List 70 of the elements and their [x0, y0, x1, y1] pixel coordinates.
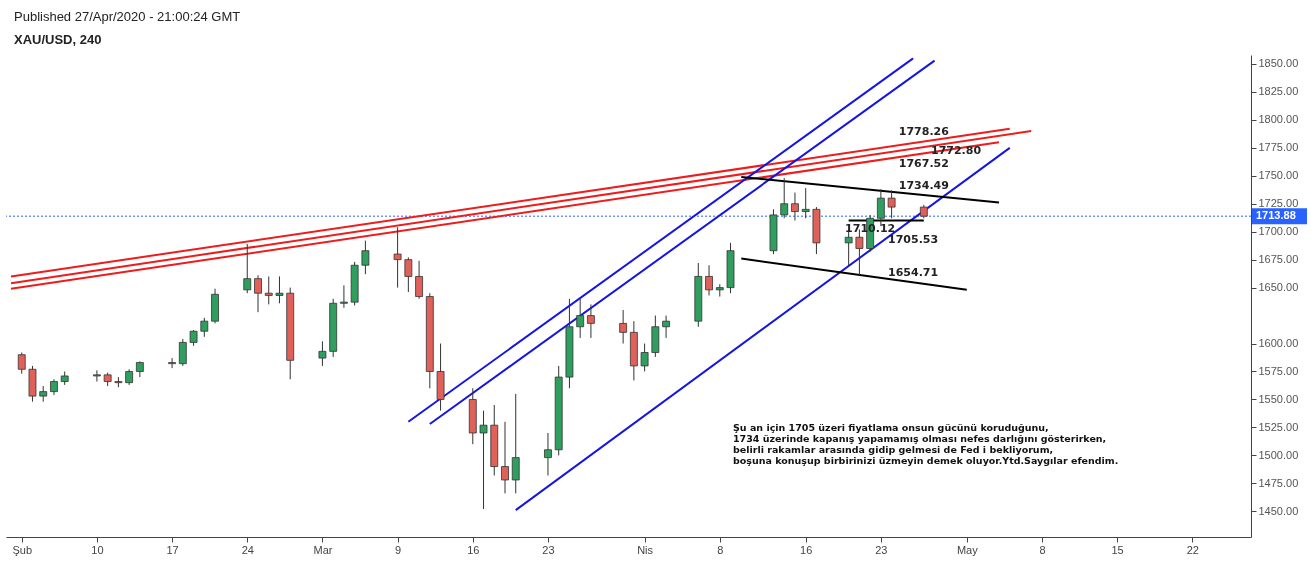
candlestick: [393, 226, 402, 289]
x-tick-label: Nis: [637, 543, 654, 556]
candlestick: [619, 309, 628, 345]
candlestick: [887, 189, 896, 219]
y-tick-label: 1675.00: [1258, 253, 1299, 266]
x-tick-label: 17: [166, 543, 179, 556]
candlestick: [576, 298, 585, 339]
x-tick-label: 9: [395, 543, 402, 556]
x-tick-label: 16: [467, 543, 480, 556]
annotation: 1767.52: [898, 157, 949, 171]
x-tick-label: 23: [542, 543, 555, 556]
candlestick: [705, 264, 713, 296]
candlestick: [662, 315, 670, 339]
y-tick-label: 1550.00: [1258, 392, 1299, 405]
candlestick: [511, 393, 520, 494]
x-tick-label: 8: [1039, 543, 1046, 556]
candlestick: [479, 410, 488, 510]
y-tick-label: 1500.00: [1258, 448, 1299, 461]
candlestick: [264, 275, 273, 305]
x-tick-label: 16: [800, 543, 813, 556]
candlestick: [501, 421, 509, 494]
candlestick: [340, 284, 348, 309]
x-tick-label: 22: [1186, 543, 1199, 556]
x-tick-label: Şub: [12, 543, 33, 556]
candlestick: [791, 192, 799, 222]
y-tick-label: 1800.00: [1258, 113, 1299, 126]
candlestick: [200, 317, 209, 338]
candlestick: [168, 357, 176, 369]
candlestick: [801, 187, 810, 219]
candlestick: [415, 260, 423, 300]
y-tick-label: 1850.00: [1258, 57, 1299, 70]
candlestick: [318, 340, 327, 367]
annotation: 1705.53: [888, 233, 939, 247]
candlestick: [178, 338, 187, 367]
annotation: 1734.49: [898, 178, 949, 192]
y-tick-label: 1525.00: [1258, 420, 1299, 433]
x-tick-label: 8: [717, 543, 724, 556]
candlestick: [254, 274, 262, 313]
y-tick-label: 1575.00: [1258, 364, 1299, 377]
y-tick-label: 1775.00: [1258, 141, 1299, 154]
x-tick-label: May: [956, 543, 979, 556]
annotation: 1778.26: [898, 125, 950, 139]
x-tick-label: 23: [875, 543, 888, 556]
ref-line-label: 1713.88: [1256, 209, 1296, 222]
y-tick-label: 1825.00: [1258, 85, 1299, 98]
candlestick: [640, 343, 649, 372]
x-tick-label: Mar: [313, 543, 333, 556]
y-tick-label: 1700.00: [1258, 225, 1299, 238]
x-tick-label: 15: [1111, 543, 1124, 556]
candlestick: [17, 351, 26, 375]
y-tick-label: 1750.00: [1258, 169, 1299, 182]
y-tick-label: 1600.00: [1258, 337, 1299, 350]
candlestick: [780, 177, 789, 219]
y-tick-label: 1650.00: [1258, 281, 1299, 294]
candlestick: [243, 243, 252, 294]
chart-subtitle: Published 27/Apr/2020 - 21:00:24 GMT: [14, 9, 241, 24]
x-tick-label: 10: [91, 543, 104, 556]
annotation: Şu an için 1705 üzeri fiyatlama onsun gücünü koruduğunu, 1734 üzerinde kapanış yapamamış olması nefes darlığını gösterirken, belirli rakamlar arasında gidip gelmesi de Fed i bekliyorum, boşuna konuşup birbirinizi üzmeyin demek oluyor.Ytd.Saygılar efendim.: [733, 422, 1119, 466]
y-tick-label: 1725.00: [1258, 197, 1299, 210]
candlestick: [361, 240, 370, 275]
y-tick-label: 1450.00: [1258, 504, 1299, 517]
candlestick: [93, 369, 101, 383]
candlestick: [587, 303, 595, 339]
y-tick-label: 1475.00: [1258, 476, 1299, 489]
chart-title: XAU/USD, 240: [14, 32, 102, 47]
annotation: 1654.71: [888, 266, 939, 280]
candlestick: [404, 256, 413, 293]
candlestick: [275, 275, 284, 304]
x-tick-label: 24: [241, 543, 254, 556]
candlestick: [544, 432, 552, 476]
